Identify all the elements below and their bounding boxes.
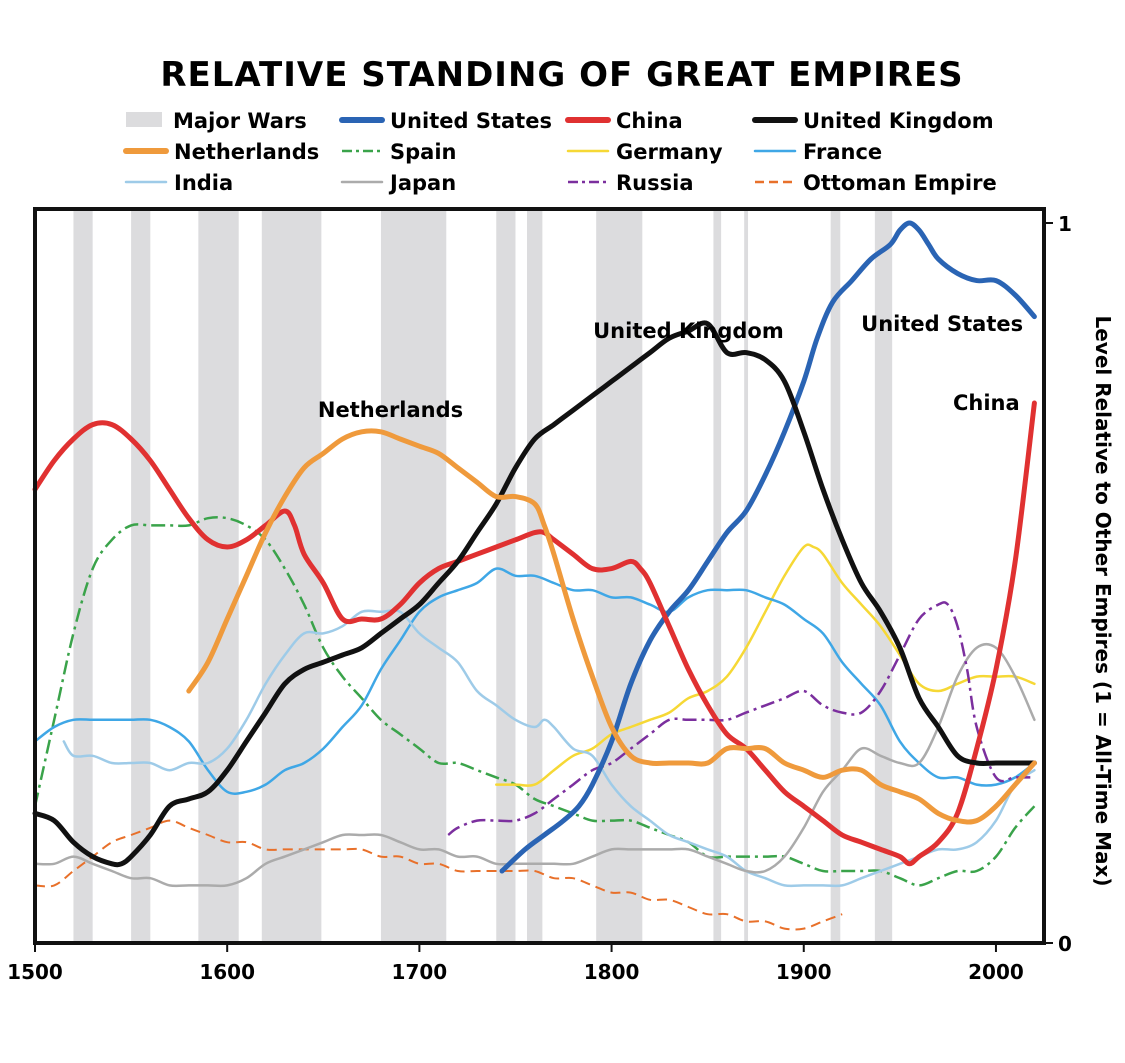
- legend-item-spain: Spain: [342, 140, 456, 164]
- x-tick-label-1900: 1900: [776, 960, 832, 984]
- annotation-united-states: United States: [861, 312, 1023, 336]
- legend-item-china: China: [565, 109, 683, 133]
- y-tick-label-1: 1: [1058, 212, 1072, 236]
- x-tick-label-1600: 1600: [199, 960, 255, 984]
- y-axis-label: Level Relative to Other Empires (1 = All…: [1091, 315, 1115, 886]
- war-band-5: [380, 209, 447, 943]
- y-tick-label-0: 0: [1058, 932, 1072, 956]
- chart-legend: Major Wars United States China United Kingd…: [123, 109, 997, 195]
- series-line-germany: [495, 543, 1036, 787]
- chart-title: RELATIVE STANDING OF GREAT EMPIRES: [160, 55, 963, 95]
- legend-label-spain: Spain: [390, 140, 456, 164]
- series-line-united-kingdom: [32, 320, 1037, 868]
- war-band-2: [131, 209, 151, 943]
- legend-swatch-wars: [126, 112, 162, 127]
- chart-annotations: United Kingdom Netherlands United States Ch…: [318, 312, 1023, 422]
- annotation-china: China: [953, 391, 1020, 415]
- legend-label-netherlands: Netherlands: [174, 140, 319, 164]
- y-axis-ticks: 01: [1044, 212, 1072, 956]
- series-lines: [32, 220, 1037, 931]
- series-line-russia: [447, 601, 1035, 836]
- legend-item-germany: Germany: [566, 140, 723, 164]
- legend-item-netherlands: Netherlands: [123, 140, 319, 164]
- legend-item-united-states: United States: [339, 109, 552, 133]
- annotation-united-kingdom: United Kingdom: [593, 319, 784, 343]
- plot-frame: [33, 207, 1046, 945]
- legend-item-france: France: [753, 140, 882, 164]
- x-axis-ticks: 1500 1600 1700 1800 1900 2000: [7, 943, 1024, 984]
- series-line-japan: [33, 642, 1036, 888]
- legend-label-china: China: [616, 109, 683, 133]
- war-band-3: [198, 209, 239, 943]
- series-line-india: [62, 608, 1036, 888]
- legend-label-france: France: [803, 140, 882, 164]
- legend-label-united-states: United States: [390, 109, 552, 133]
- legend-label-japan: Japan: [388, 171, 456, 195]
- legend-label-india: India: [174, 171, 233, 195]
- war-band-10: [744, 209, 749, 943]
- war-band-4: [261, 209, 322, 943]
- legend-label-russia: Russia: [616, 171, 694, 195]
- legend-label-germany: Germany: [616, 140, 723, 164]
- legend-label-major-wars: Major Wars: [173, 109, 307, 133]
- legend-item-japan: Japan: [340, 171, 456, 195]
- legend-item-united-kingdom: United Kingdom: [752, 109, 994, 133]
- legend-item-india: India: [124, 171, 233, 195]
- legend-label-ottoman-empire: Ottoman Empire: [803, 171, 997, 195]
- x-tick-label-2000: 2000: [968, 960, 1024, 984]
- series-line-netherlands: [186, 428, 1037, 825]
- x-tick-label-1700: 1700: [392, 960, 448, 984]
- legend-item-major-wars: Major Wars: [126, 109, 307, 133]
- legend-label-united-kingdom: United Kingdom: [803, 109, 994, 133]
- war-band-1: [73, 209, 93, 943]
- series-line-ottoman-empire: [34, 819, 843, 931]
- x-tick-label-1500: 1500: [7, 960, 63, 984]
- war-band-9: [713, 209, 722, 943]
- major-wars-bands: [73, 209, 893, 943]
- annotation-netherlands: Netherlands: [318, 398, 463, 422]
- war-band-6: [496, 209, 516, 943]
- legend-item-russia: Russia: [568, 171, 694, 195]
- war-band-11: [830, 209, 841, 943]
- legend-item-ottoman-empire: Ottoman Empire: [755, 171, 997, 195]
- x-tick-label-1800: 1800: [584, 960, 640, 984]
- series-line-france: [33, 567, 1036, 795]
